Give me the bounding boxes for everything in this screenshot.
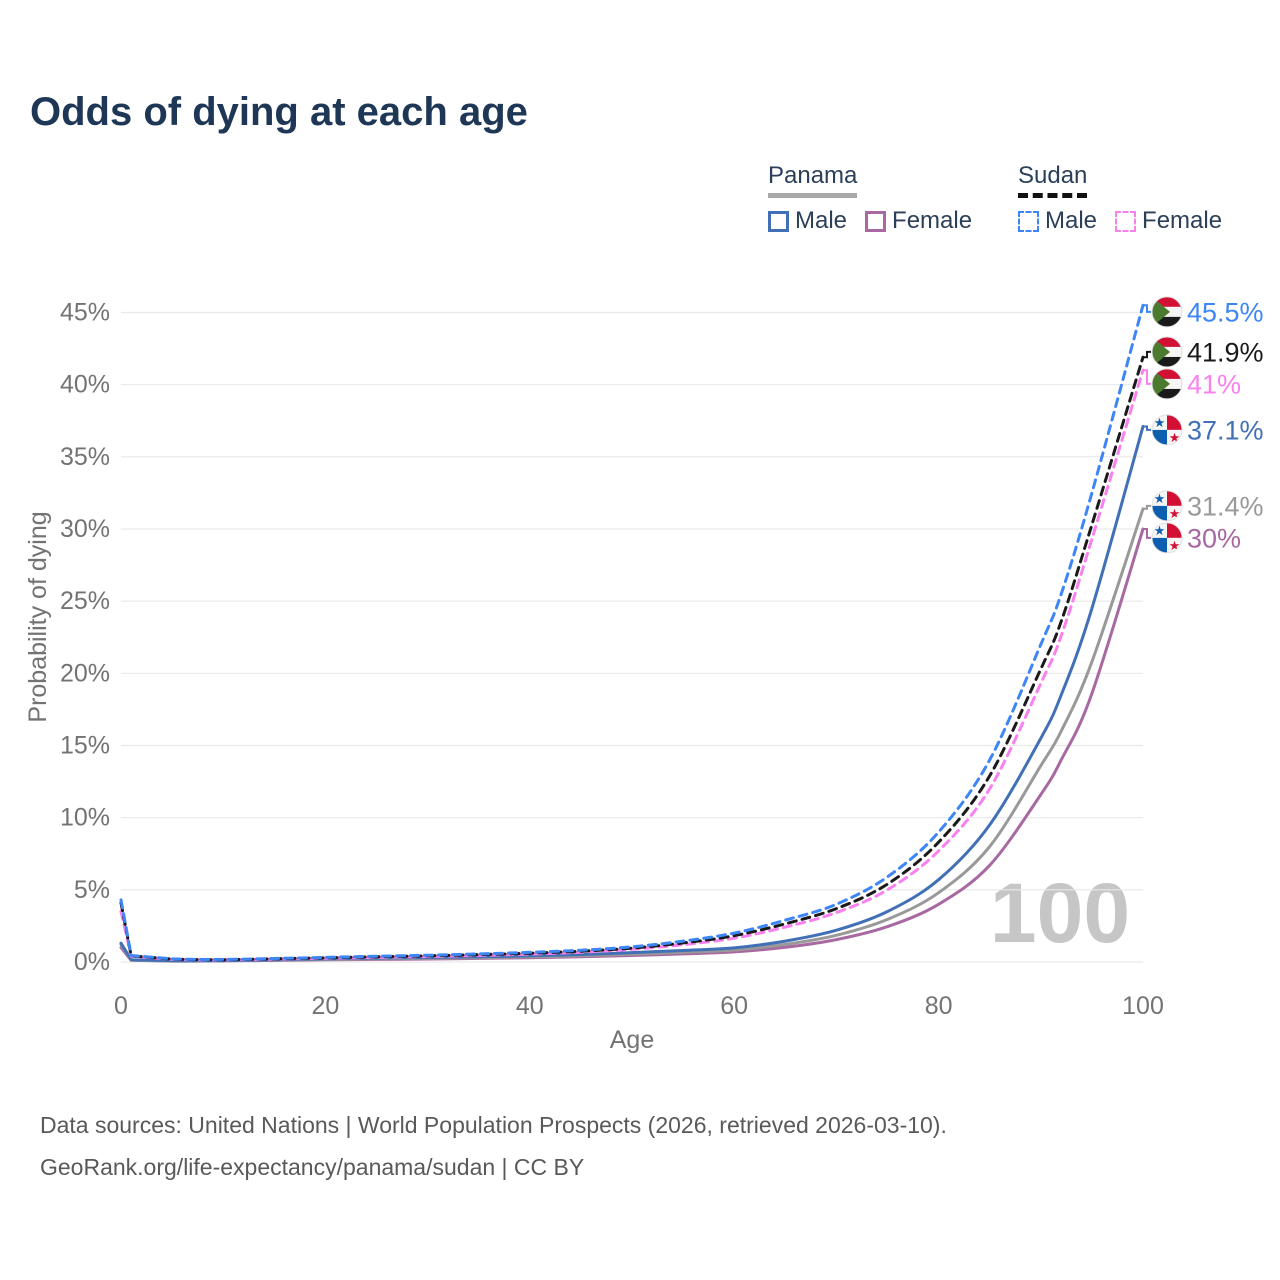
x-tick-label: 60: [720, 992, 748, 1020]
flag-outline: [1151, 414, 1183, 446]
y-tick-label: 45%: [60, 299, 110, 327]
label-leader-sudan-male: [1143, 304, 1151, 313]
label-leader-sudan-both-sexes: [1143, 350, 1151, 359]
legend-item-sudan-female[interactable]: Female: [1115, 207, 1222, 235]
y-tick-label: 15%: [60, 732, 110, 760]
label-leader-sudan-female: [1143, 369, 1151, 385]
legend-item-label: Female: [892, 207, 973, 234]
y-axis-title: Probability of dying: [24, 511, 52, 722]
end-value-label-panama-male: 37.1%: [1187, 415, 1264, 445]
legend-header-sudan: Sudan: [1018, 162, 1088, 198]
legend-group-sudan: Sudan Male Female: [1018, 162, 1222, 235]
flag-outline: [1151, 522, 1183, 554]
flag-outline: [1151, 490, 1183, 522]
footer-data-sources: Data sources: United Nations | World Pop…: [40, 1112, 947, 1138]
y-tick-label: 5%: [74, 876, 110, 904]
x-axis-title: Age: [610, 1026, 654, 1054]
label-leader-panama-both-sexes: [1143, 504, 1151, 510]
flag-outline: [1151, 368, 1183, 400]
legend: Panama Male Female Sudan Male Female: [0, 162, 1280, 252]
age-watermark: 100: [990, 866, 1130, 960]
flag-outline: [1151, 336, 1183, 368]
sudan-flag-icon: [1152, 296, 1182, 327]
y-tick-label: 20%: [60, 659, 110, 687]
legend-items-panama: Male Female: [768, 207, 972, 235]
end-value-label-sudan-female: 41%: [1187, 369, 1241, 399]
y-tick-label: 35%: [60, 443, 110, 471]
x-tick-label: 80: [925, 992, 953, 1020]
footer-url: GeoRank.org/life-expectancy/panama/sudan…: [40, 1154, 585, 1180]
curve-sudan-male: [119, 303, 1145, 961]
panama-male-swatch-icon: [768, 210, 789, 232]
x-tick-label: 100: [1122, 992, 1164, 1020]
legend-header-panama: Panama: [768, 162, 858, 198]
y-tick-label: 30%: [60, 515, 110, 543]
x-tick-label: 0: [114, 992, 128, 1020]
end-value-label-sudan-male: 45.5%: [1187, 297, 1264, 327]
sudan-male-swatch-icon: [1018, 210, 1039, 232]
legend-item-label: Male: [1045, 207, 1098, 234]
end-value-label-panama-female: 30%: [1187, 523, 1241, 553]
legend-item-panama-female[interactable]: Female: [865, 207, 972, 235]
y-tick-label: 25%: [60, 587, 110, 615]
page-title: Odds of dying at each age: [30, 90, 528, 134]
x-tick-label: 40: [516, 992, 544, 1020]
end-value-label-sudan-both-sexes: 41.9%: [1187, 337, 1264, 367]
flag-outline: [1151, 296, 1183, 328]
label-leader-panama-female: [1143, 528, 1151, 539]
y-tick-label: 40%: [60, 371, 110, 399]
legend-item-label: Female: [1142, 207, 1223, 234]
legend-group-panama: Panama Male Female: [768, 162, 972, 235]
footer-attribution: Data sources: United Nations | World Pop…: [40, 1104, 947, 1188]
sudan-female-swatch-icon: [1115, 210, 1137, 232]
legend-item-label: Male: [795, 207, 848, 234]
y-tick-label: 0%: [74, 948, 110, 976]
sudan-flag-icon: [1152, 336, 1182, 367]
legend-item-sudan-male[interactable]: Male: [1018, 207, 1097, 235]
x-tick-label: 20: [311, 992, 339, 1020]
panama-female-swatch-icon: [865, 210, 887, 232]
end-value-label-panama-both-sexes: 31.4%: [1187, 491, 1264, 521]
sudan-flag-icon: [1152, 368, 1182, 399]
legend-item-panama-male[interactable]: Male: [768, 207, 847, 235]
label-leader-panama-male: [1143, 425, 1151, 431]
legend-items-sudan: Male Female: [1018, 207, 1222, 235]
y-tick-label: 10%: [60, 804, 110, 832]
